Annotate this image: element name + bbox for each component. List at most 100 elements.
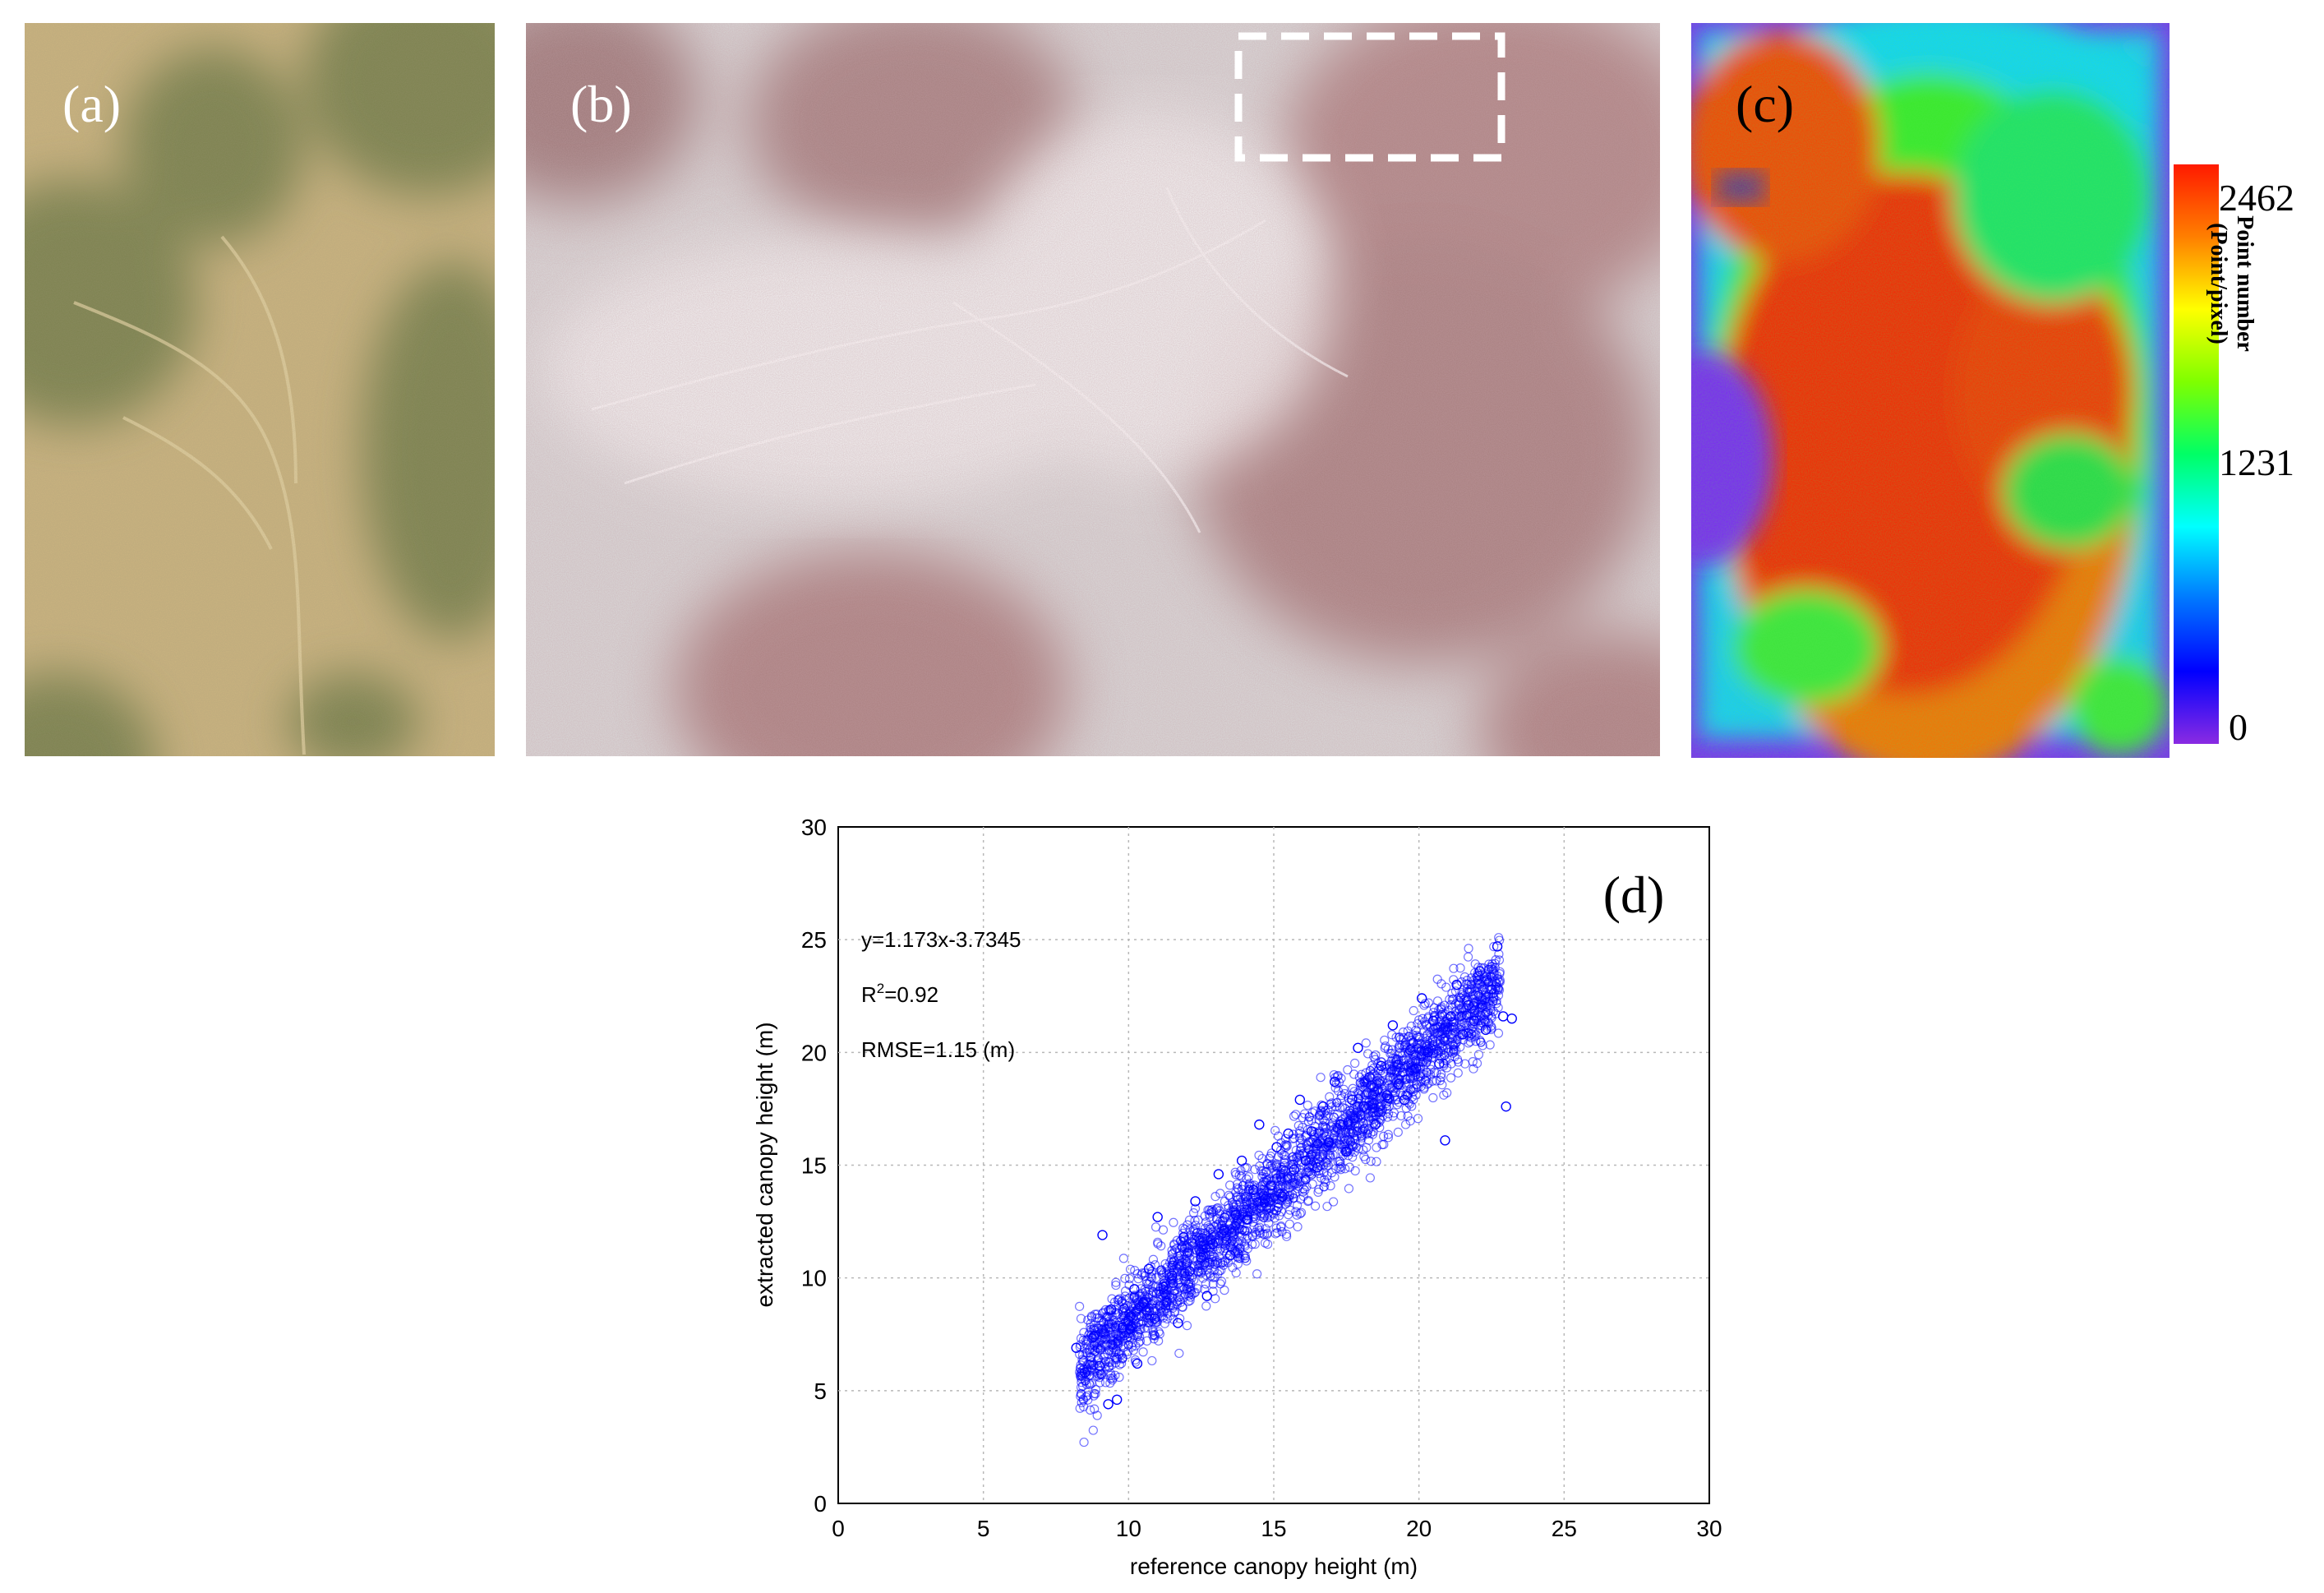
scatter-point [1136,1284,1146,1294]
scatter-point [1083,1395,1093,1405]
satellite-image [25,23,495,756]
scatter-point [1183,1296,1193,1306]
scatter-point [1377,1076,1387,1087]
scatter-point [1333,1086,1344,1096]
scatter-point [1093,1344,1103,1354]
scatter-point [1196,1241,1206,1252]
scatter-point [1169,1308,1179,1318]
scatter-point [1242,1163,1252,1173]
scatter-point [1406,1063,1416,1073]
scatter-point [1386,1065,1397,1075]
scatter-point [1184,1266,1195,1277]
scatter-point [1406,1021,1416,1031]
scatter-point [1260,1238,1270,1248]
scatter-point [1446,1073,1456,1083]
scatter-point [1237,1171,1247,1181]
scatter-point [1248,1184,1259,1195]
scatter-point [1361,1154,1371,1165]
scatter-point [1394,1032,1404,1042]
scatter-point [1432,1028,1442,1038]
scatter-point [1241,1199,1251,1209]
scatter-point [1459,1011,1470,1021]
scatter-point [1172,1297,1183,1307]
scatter-point [1172,1300,1182,1309]
scatter-point [1436,979,1446,989]
scatter-point [1457,987,1467,998]
scatter-point [1275,1170,1285,1180]
x-tick-label: 20 [1406,1516,1432,1541]
scatter-point [1280,1175,1290,1184]
scatter-point [1196,1252,1206,1263]
scatter-point [1467,1029,1477,1039]
scatter-point [1376,1057,1386,1067]
scatter-point [1238,1180,1247,1191]
scatter-point [1459,1035,1469,1045]
scatter-point [1304,1112,1314,1122]
scatter-point [1410,1063,1422,1074]
scatter-point [1360,1090,1370,1100]
scatter-point [1506,1013,1517,1024]
scatter-point [1472,972,1482,981]
scatter-point [1299,1151,1310,1161]
scatter-point [1190,1196,1201,1207]
scatter-point [1111,1277,1121,1287]
scatter-point [1476,1037,1486,1047]
colorbar-title: Point number (Point/pixel) [2206,215,2257,352]
scatter-point [1344,1184,1354,1194]
scatter-point [1138,1288,1148,1298]
scatter-point [1075,1367,1085,1377]
scatter-point [1079,1401,1089,1412]
scatter-point [1363,1049,1373,1059]
scatter-point [1485,1040,1495,1050]
scatter-point [1376,1108,1386,1118]
scatter-point [1114,1294,1124,1304]
r-squared-text: R2=0.92 [861,981,938,1007]
scatter-point [1110,1370,1120,1380]
colorbar-gradient [2174,164,2219,744]
y-axis-ticks: 0 5 10 15 20 25 30 [801,815,827,1517]
scatter-point [1435,1076,1445,1086]
x-tick-label: 15 [1261,1516,1286,1541]
scatter-point [1211,1255,1222,1265]
scatter-point [1366,1129,1376,1138]
scatter-point [1243,1231,1252,1241]
panel-a-satellite-image: (a) [25,23,495,756]
scatter-point [1201,1301,1211,1311]
scatter-point [1484,977,1494,987]
scatter-point [1261,1166,1272,1177]
scatter-point [1118,1353,1127,1363]
scatter-point [1282,1231,1292,1241]
scatter-point [1243,1186,1254,1196]
scatter-point [1191,1221,1201,1231]
colorbar [2174,164,2219,744]
scatter-point [1242,1256,1252,1266]
scatter-point [1434,1058,1445,1069]
scatter-point [1442,1035,1452,1045]
scatter-point [1190,1216,1200,1226]
scatter-point [1221,1237,1232,1247]
scatter-point [1347,1094,1358,1106]
scatter-point [1174,1279,1183,1289]
scatter-point [1213,1169,1224,1180]
scatter-point [1131,1341,1141,1351]
scatter-point [1160,1318,1169,1328]
scatter-point [1422,1079,1432,1089]
scatter-point [1401,1060,1411,1070]
scatter-point [1482,1001,1492,1012]
scatter-point [1189,1275,1199,1285]
scatter-point [1137,1297,1149,1309]
scatter-point [1353,1113,1363,1123]
scatter-point [1472,1002,1482,1012]
scatter-point [1455,963,1465,973]
scatter-point [1114,1300,1123,1310]
scatter-point [1365,1065,1375,1075]
scatter-point [1395,1043,1404,1053]
scatter-point [1223,1258,1233,1267]
scatter-point [1483,1006,1493,1017]
scatter-point [1233,1237,1243,1247]
scatter-point [1270,1229,1280,1239]
scatter-point [1107,1360,1117,1370]
scatter-point [1225,1192,1235,1202]
scatter-point [1271,1169,1281,1180]
scatter-point [1463,952,1473,962]
